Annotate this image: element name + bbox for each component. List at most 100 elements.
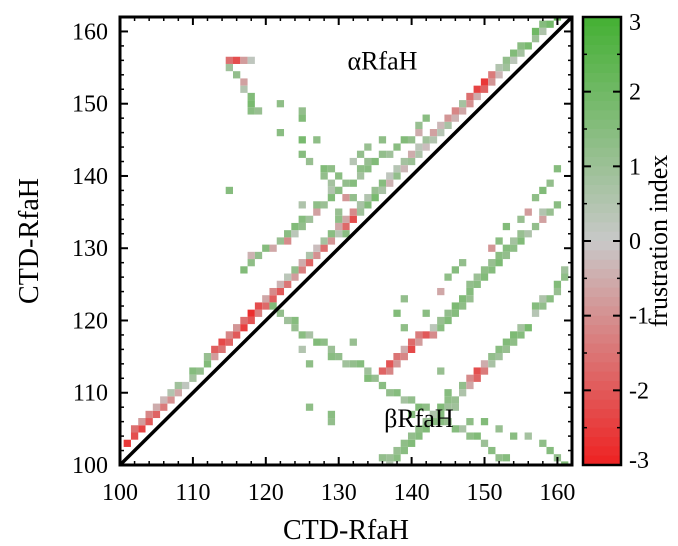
contact-cell bbox=[502, 338, 511, 346]
colorbar-band bbox=[583, 138, 621, 149]
contact-cell bbox=[400, 396, 408, 404]
contact-cell bbox=[407, 136, 416, 144]
contact-cell bbox=[415, 403, 423, 411]
contact-cell bbox=[502, 251, 511, 260]
contact-cell bbox=[459, 259, 467, 267]
contact-cell bbox=[422, 114, 430, 122]
contact-cell bbox=[123, 439, 131, 447]
annotation-alpha-rfah: αRfaH bbox=[347, 46, 417, 75]
contact-cell bbox=[459, 302, 467, 310]
contact-cell bbox=[196, 367, 204, 375]
contact-cell bbox=[218, 345, 226, 353]
contact-cell bbox=[531, 302, 540, 310]
contact-cell bbox=[437, 287, 445, 296]
colorbar-band bbox=[583, 325, 621, 335]
contact-cell bbox=[335, 222, 343, 231]
contact-cell bbox=[488, 353, 496, 361]
contact-cell bbox=[466, 100, 474, 108]
contact-cell bbox=[130, 425, 139, 433]
contact-cells bbox=[123, 17, 569, 465]
contact-cell bbox=[437, 418, 445, 426]
contact-cell bbox=[539, 208, 547, 216]
contact-cell bbox=[524, 230, 532, 238]
contact-cell bbox=[284, 316, 292, 325]
colorbar-band bbox=[583, 129, 621, 139]
contact-cell bbox=[240, 324, 248, 332]
contact-cell bbox=[211, 345, 219, 353]
contact-cell bbox=[510, 237, 518, 245]
contact-cell bbox=[298, 266, 306, 274]
contact-cell bbox=[488, 446, 496, 455]
contact-cell bbox=[284, 273, 292, 281]
colorbar-label: frustration index bbox=[644, 155, 673, 328]
contact-cell bbox=[531, 309, 540, 317]
contact-cell bbox=[313, 251, 321, 260]
contact-cell bbox=[480, 266, 489, 274]
contact-cell bbox=[459, 381, 467, 390]
contact-cell bbox=[327, 165, 336, 173]
contact-cell bbox=[386, 454, 394, 462]
contact-cell bbox=[546, 179, 554, 187]
y-tick-label: 160 bbox=[72, 19, 108, 45]
contact-cell bbox=[407, 439, 416, 447]
contact-cell bbox=[415, 121, 423, 129]
contact-cell bbox=[422, 425, 430, 433]
contact-cell bbox=[335, 230, 343, 238]
contact-cell bbox=[225, 338, 233, 346]
contact-cell bbox=[254, 107, 263, 115]
contact-cell bbox=[466, 381, 474, 390]
contact-cell bbox=[539, 439, 547, 447]
contact-cell bbox=[284, 280, 292, 288]
contact-cell bbox=[269, 244, 277, 252]
contact-cell bbox=[393, 353, 401, 361]
contact-cell bbox=[298, 114, 306, 122]
colorbar-band bbox=[583, 101, 621, 111]
contact-cell bbox=[305, 259, 314, 267]
contact-cell bbox=[364, 367, 372, 375]
contact-cell bbox=[203, 360, 212, 368]
colorbar-band bbox=[583, 269, 621, 279]
contact-cell bbox=[247, 316, 255, 325]
contact-cell bbox=[386, 389, 394, 397]
contact-cell bbox=[378, 367, 387, 375]
contact-cell bbox=[262, 302, 270, 310]
contact-cell bbox=[495, 345, 503, 353]
contact-cell bbox=[422, 418, 430, 426]
contact-cell bbox=[561, 273, 569, 281]
contact-cell bbox=[356, 201, 365, 209]
annotation-beta-rfah: βRfaH bbox=[384, 404, 454, 433]
colorbar-band bbox=[583, 110, 621, 121]
contact-cell bbox=[327, 194, 336, 202]
contact-cell bbox=[502, 454, 511, 462]
contact-cell bbox=[276, 309, 285, 317]
colorbar bbox=[583, 17, 621, 466]
contact-cell bbox=[510, 331, 518, 339]
contact-cell bbox=[400, 295, 408, 303]
y-tick-label: 130 bbox=[72, 236, 108, 262]
contact-cell bbox=[298, 215, 306, 223]
contact-cell bbox=[254, 302, 263, 310]
contact-cell bbox=[145, 410, 153, 419]
contact-cell bbox=[356, 150, 365, 158]
contact-cell bbox=[378, 381, 387, 390]
contact-cell bbox=[240, 266, 248, 274]
colorbar-tick-label: -1 bbox=[629, 304, 649, 330]
contact-cell bbox=[546, 20, 554, 28]
contact-cell bbox=[429, 129, 438, 137]
contact-cell bbox=[451, 114, 459, 122]
contact-cell bbox=[480, 360, 489, 368]
contact-cell bbox=[349, 157, 357, 166]
contact-cell bbox=[378, 150, 387, 158]
x-tick-label: 100 bbox=[102, 480, 138, 506]
contact-cell bbox=[393, 360, 401, 368]
contact-cell bbox=[364, 201, 372, 209]
contact-cell bbox=[510, 49, 518, 57]
colorbar-band bbox=[583, 166, 621, 177]
colorbar-tick-label: 3 bbox=[629, 10, 641, 36]
contact-cell bbox=[553, 201, 562, 209]
contact-cell bbox=[415, 331, 423, 339]
y-tick-label: 140 bbox=[72, 164, 108, 190]
contact-cell bbox=[459, 295, 467, 303]
contact-cell bbox=[473, 367, 481, 375]
